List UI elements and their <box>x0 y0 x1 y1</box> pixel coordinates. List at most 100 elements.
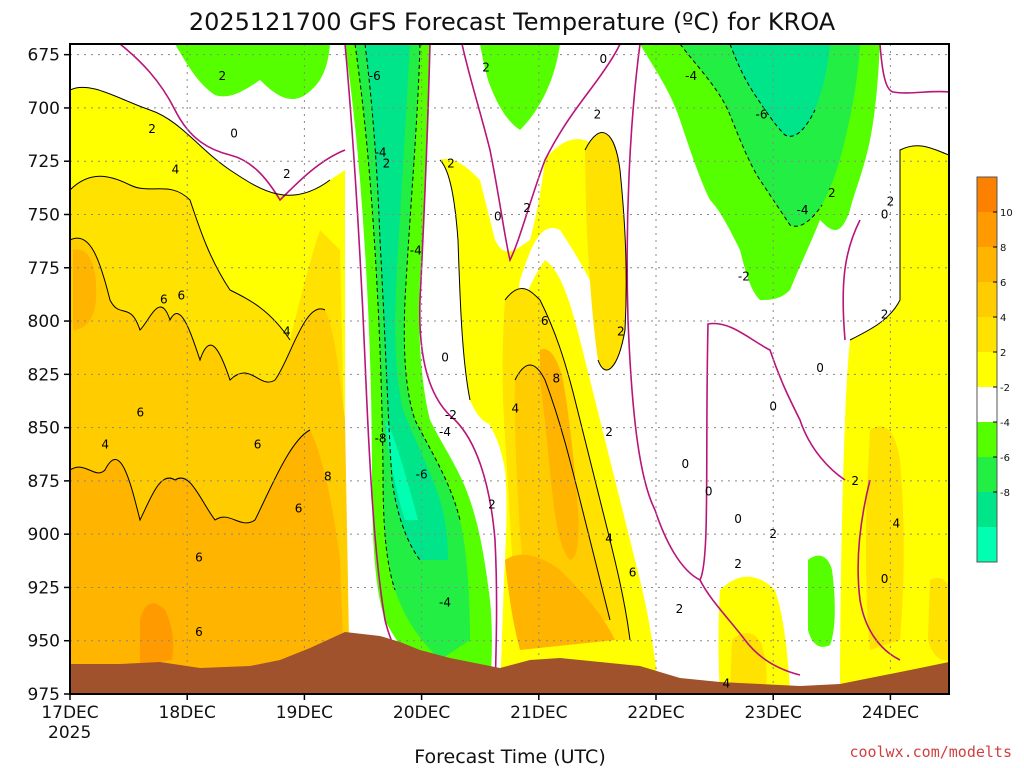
region-gold-bottom-23 <box>730 633 767 692</box>
contour-label: 0 <box>705 485 713 499</box>
colorbar-label: -2 <box>1000 383 1010 394</box>
region-yellow-mid <box>440 139 600 424</box>
contour-label: 2 <box>148 122 156 136</box>
contour-label: 0 <box>881 572 889 586</box>
y-axis: 675 700 725 750 775 800 825 850 875 900 925 950 975 <box>28 46 70 705</box>
positive-contours <box>70 86 949 641</box>
y-tick-label: 700 <box>28 99 60 119</box>
x-tick-label: 23DEC <box>745 703 802 723</box>
y-tick-label: 900 <box>28 525 60 545</box>
colorbar-swatch <box>977 282 997 317</box>
contour-label: 2 <box>828 186 836 200</box>
contour-label: 4 <box>101 438 109 452</box>
contour-label: 2 <box>447 156 455 170</box>
contour-label: 0 <box>816 361 824 375</box>
contour-label: 2 <box>219 69 227 83</box>
contour-label: 6 <box>195 551 203 565</box>
plot-frame <box>69 43 950 695</box>
contour-label: 6 <box>254 438 262 452</box>
contour-label: 0 <box>494 210 502 224</box>
colorbar-swatch <box>977 492 997 527</box>
contour-label: 2 <box>605 425 613 439</box>
contour-label: 4 <box>172 163 180 177</box>
x-tick-label: 21DEC <box>510 703 567 723</box>
colorbar-label: 8 <box>1000 243 1006 254</box>
contour-label: -4 <box>375 146 387 160</box>
y-tick-label: 800 <box>28 312 60 332</box>
region-green-8 <box>385 420 418 520</box>
y-tick-label: 950 <box>28 632 60 652</box>
terrain <box>70 632 949 694</box>
credit-link[interactable]: coolwx.com/modelts <box>849 743 1012 761</box>
colorbar-swatch <box>977 212 997 247</box>
y-tick-label: 675 <box>28 46 60 66</box>
colorbar-swatch <box>977 457 997 492</box>
x-tick-label: 18DEC <box>159 703 216 723</box>
y-tick-label: 750 <box>28 205 60 225</box>
contour-label: 2 <box>523 201 531 215</box>
colorbar-swatch <box>977 317 997 352</box>
x-tick-label: 17DEC <box>41 703 98 723</box>
contour-label: 6 <box>195 625 203 639</box>
contour-label: -2 <box>445 408 457 422</box>
colorbar: 10 8 6 4 2 -2 -4 -6 -8 <box>976 176 1013 563</box>
contour-label: 2 <box>283 167 291 181</box>
y-tick-label: 775 <box>28 259 60 279</box>
region-green-top-mid <box>480 44 560 130</box>
contour-label: 2 <box>734 557 742 571</box>
contour-label: 8 <box>324 470 332 484</box>
contour-label: 0 <box>441 350 449 364</box>
contour-label: 2 <box>488 497 496 511</box>
contour-label: 0 <box>681 457 689 471</box>
contour-label: 0 <box>881 207 889 221</box>
region-orange-10 <box>140 603 174 665</box>
y-tick-label: 725 <box>28 152 60 172</box>
colorbar-swatch <box>977 247 997 282</box>
colorbar-label: -8 <box>1000 488 1010 499</box>
contour-label: 2 <box>383 156 391 170</box>
contour-label: -6 <box>416 467 428 481</box>
region-gold-right-edge <box>928 578 949 661</box>
zero-contours <box>119 44 949 694</box>
region-orange8-mid <box>540 349 579 560</box>
colorbar-swatch <box>977 352 997 387</box>
contour-label: -6 <box>755 107 767 121</box>
colorbar-label: -6 <box>1000 453 1010 464</box>
colorbar-label: 4 <box>1000 313 1006 324</box>
contour-label: -4 <box>439 595 451 609</box>
contour-label: 2 <box>887 195 895 209</box>
region-orange-8 <box>70 430 345 694</box>
x-tick-label: 22DEC <box>627 703 684 723</box>
contour-label: 8 <box>553 372 561 386</box>
contour-label: -8 <box>375 431 387 445</box>
x-tick-label: 24DEC <box>862 703 919 723</box>
y-tick-label: 925 <box>28 578 60 598</box>
x-axis-title: Forecast Time (UTC) <box>414 746 605 768</box>
contour-label: 6 <box>136 406 144 420</box>
negative-contours <box>354 44 823 591</box>
colorbar-swatch <box>977 177 997 212</box>
colorbar-swatch <box>977 527 997 562</box>
contour-label: 6 <box>178 288 186 302</box>
y-tick-label: 850 <box>28 419 60 439</box>
region-orange-8-left <box>73 249 97 330</box>
contour-label: 2 <box>851 474 859 488</box>
contour-label: 2 <box>594 107 602 121</box>
contour-label: -4 <box>797 203 809 217</box>
contour-label: 2 <box>617 325 625 339</box>
y-tick-label: 875 <box>28 472 60 492</box>
region-gold-right <box>865 426 904 650</box>
contour-label: 0 <box>599 52 607 66</box>
contour-label: 6 <box>541 314 549 328</box>
contour-label: 2 <box>676 602 684 616</box>
contour-label: 6 <box>160 293 168 307</box>
contour-label: 6 <box>295 502 303 516</box>
contour-label: 4 <box>605 531 613 545</box>
contour-label: -2 <box>738 269 750 283</box>
contour-label: 0 <box>230 127 238 141</box>
region-orange8-mid-low <box>505 554 615 650</box>
contour-label: 2 <box>482 60 490 74</box>
